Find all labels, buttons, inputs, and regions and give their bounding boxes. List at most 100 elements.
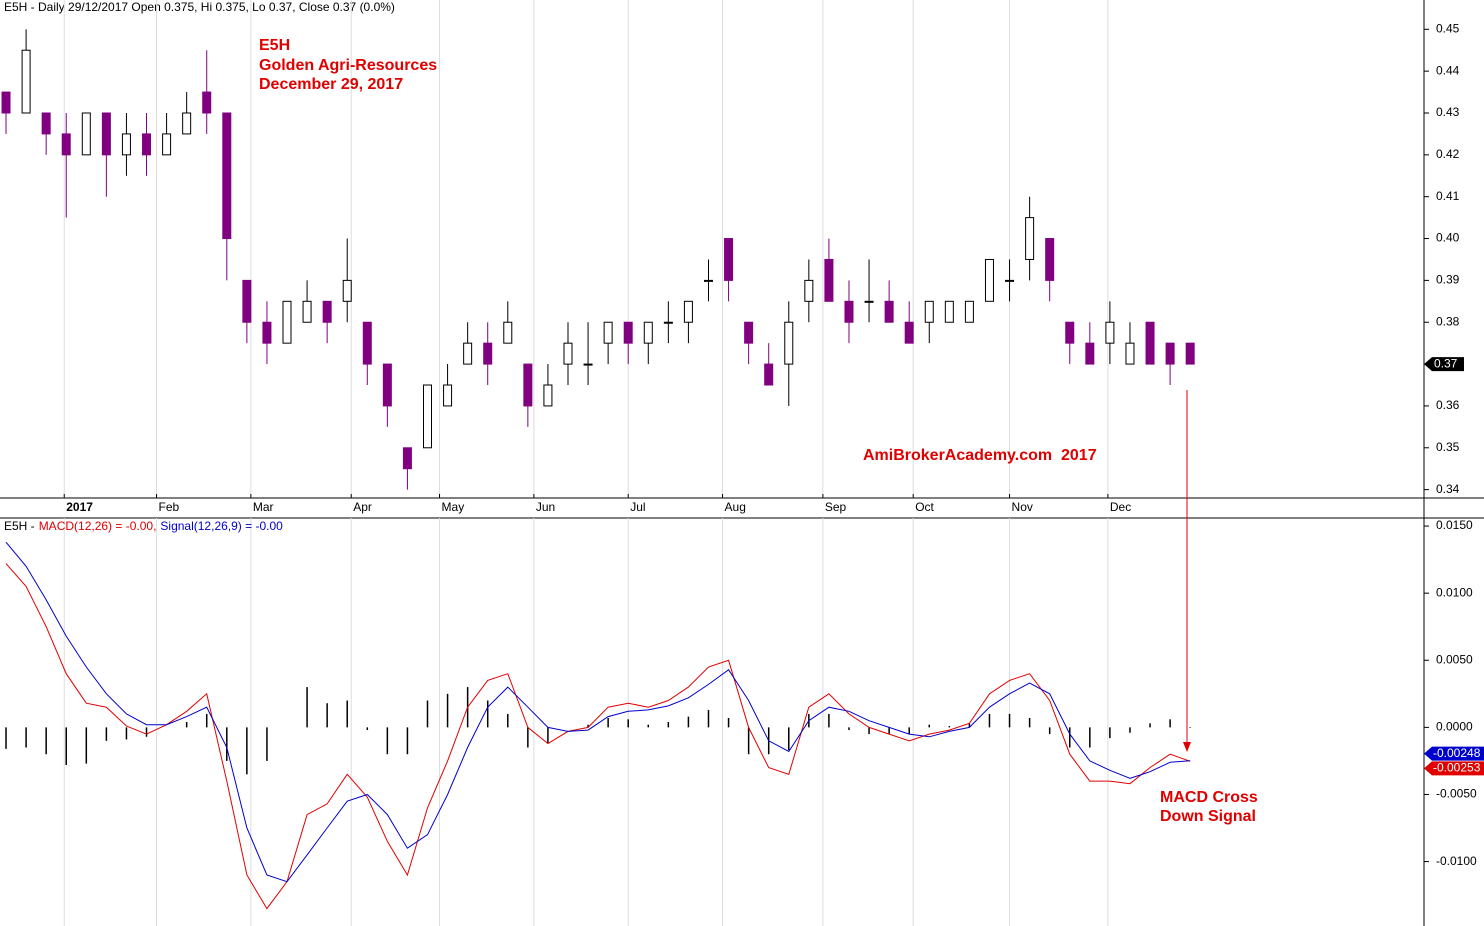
x-tick-label: Oct [915, 500, 934, 514]
candle-body [1025, 217, 1035, 260]
last-value-label: -0.00253 [1433, 760, 1481, 774]
y-tick-label: 0.0000 [1436, 720, 1473, 734]
candle-body [784, 321, 794, 365]
candle-body [964, 300, 974, 323]
candle-body [222, 112, 232, 240]
candle-body [1005, 279, 1015, 282]
annotation: E5H [259, 37, 290, 54]
x-tick-label: Apr [353, 500, 372, 514]
annotation: Down Signal [1160, 808, 1256, 825]
candle-body [101, 112, 111, 156]
x-tick-label: Jun [536, 500, 555, 514]
candle-body [1125, 342, 1135, 365]
y-tick-label: 0.43 [1436, 105, 1460, 119]
candle-body [904, 321, 914, 344]
x-tick-label: Sep [825, 500, 847, 514]
candle-body [443, 384, 453, 407]
candle-body [61, 133, 71, 156]
y-tick-label: 0.0050 [1436, 652, 1473, 666]
candle-body [1045, 238, 1055, 281]
annotation: MACD Cross [1160, 789, 1258, 806]
candle-body [1165, 342, 1175, 365]
y-tick-label: 0.36 [1436, 398, 1460, 412]
candle-body [162, 133, 172, 156]
candle-body [944, 300, 954, 323]
candle-body [121, 133, 131, 156]
last-price-label: 0.37 [1434, 356, 1458, 370]
candle-body [1085, 342, 1095, 365]
candle-body [1, 91, 11, 114]
candle-body [1145, 321, 1155, 365]
candle-body [663, 321, 673, 324]
candle-body [623, 321, 633, 344]
y-tick-label: 0.45 [1436, 21, 1460, 35]
candle-body [1185, 342, 1195, 365]
x-tick-label: Nov [1012, 500, 1033, 514]
candle-body [302, 300, 312, 323]
y-tick-label: 0.35 [1436, 440, 1460, 454]
candle-body [924, 300, 934, 323]
candle-body [342, 279, 352, 302]
candle-body [463, 342, 473, 365]
candle-body [322, 300, 332, 323]
candle-body [804, 279, 814, 302]
candle-body [202, 91, 212, 114]
candle-body [81, 112, 91, 156]
macd-title: E5H - MACD(12,26) = -0.00, Signal(12,26,9)… [4, 519, 283, 533]
x-tick-label: Dec [1110, 500, 1131, 514]
macd-line [5, 563, 1191, 910]
x-tick-label: Mar [253, 500, 274, 514]
candle-body [543, 384, 553, 407]
candle-body [1065, 321, 1075, 344]
candle-body [563, 342, 573, 365]
candle-body [643, 321, 653, 344]
candle-body [242, 279, 252, 323]
candle-body [362, 321, 372, 365]
candle-body [423, 384, 433, 449]
y-tick-label: 0.39 [1436, 273, 1460, 287]
x-tick-label: May [442, 500, 465, 514]
candle-body [603, 321, 613, 344]
x-tick-label: Feb [159, 500, 180, 514]
legend-macd: MACD(12,26) = -0.00, [39, 519, 157, 533]
last-value-tag [1424, 761, 1484, 776]
legend-signal: Signal(12,26,9) = -0.00 [160, 519, 283, 533]
y-tick-label: 0.34 [1436, 482, 1460, 496]
candle-body [262, 321, 272, 344]
x-tick-label: Jul [630, 500, 645, 514]
candle-body [483, 342, 493, 365]
last-value-tag [1424, 746, 1484, 761]
candle-body [703, 279, 713, 282]
candle-body [402, 447, 412, 470]
y-tick-label: -0.0050 [1436, 787, 1477, 801]
last-price-tag [1424, 357, 1464, 372]
candle-body [864, 300, 874, 303]
candle-body [724, 238, 734, 281]
y-tick-label: 0.0100 [1436, 585, 1473, 599]
x-tick-label: 2017 [66, 500, 93, 514]
y-tick-label: 0.0150 [1436, 518, 1473, 532]
annotation: Golden Agri-Resources [259, 57, 437, 74]
candle-body [503, 321, 513, 344]
macd-prefix: E5H - [4, 519, 35, 533]
candle-body [764, 363, 774, 386]
y-tick-label: 0.41 [1436, 189, 1460, 203]
watermark: AmiBrokerAcademy.com 2017 [863, 447, 1097, 464]
macd-line [5, 541, 1191, 883]
candle-body [182, 112, 192, 135]
candle-body [824, 258, 834, 302]
price-title: E5H - Daily 29/12/2017 Open 0.375, Hi 0.… [4, 0, 395, 14]
candle-body [884, 300, 894, 323]
candle-body [142, 133, 152, 156]
candle-body [21, 49, 31, 114]
y-tick-label: 0.44 [1436, 63, 1460, 77]
last-value-label: -0.00248 [1433, 746, 1481, 760]
y-tick-label: 0.38 [1436, 314, 1460, 328]
candle-body [683, 300, 693, 323]
candle-body [1105, 321, 1115, 344]
candle-body [583, 363, 593, 366]
candle-body [523, 363, 533, 407]
candle-body [282, 300, 292, 344]
arrow-head [1183, 742, 1191, 752]
